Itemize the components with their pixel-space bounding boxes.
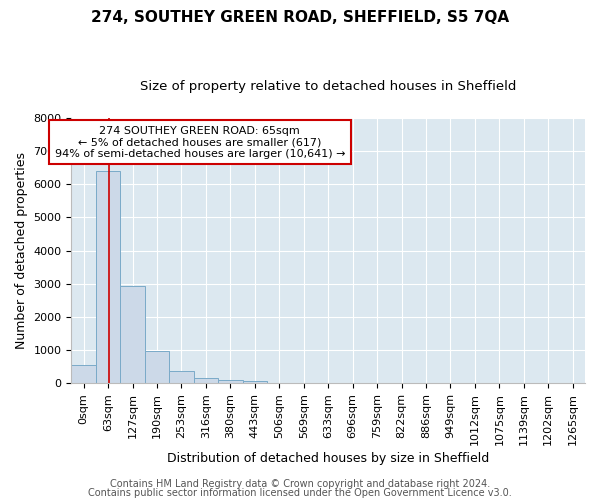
Bar [96, 171, 121, 384]
Bar [194, 378, 218, 384]
Text: 274, SOUTHEY GREEN ROAD, SHEFFIELD, S5 7QA: 274, SOUTHEY GREEN ROAD, SHEFFIELD, S5 7… [91, 10, 509, 25]
Text: Contains public sector information licensed under the Open Government Licence v3: Contains public sector information licen… [88, 488, 512, 498]
Bar [145, 351, 169, 384]
X-axis label: Distribution of detached houses by size in Sheffield: Distribution of detached houses by size … [167, 452, 490, 465]
Text: 274 SOUTHEY GREEN ROAD: 65sqm
← 5% of detached houses are smaller (617)
94% of s: 274 SOUTHEY GREEN ROAD: 65sqm ← 5% of de… [55, 126, 345, 159]
Y-axis label: Number of detached properties: Number of detached properties [15, 152, 28, 349]
Bar [71, 364, 96, 384]
Bar [218, 380, 242, 384]
Text: Contains HM Land Registry data © Crown copyright and database right 2024.: Contains HM Land Registry data © Crown c… [110, 479, 490, 489]
Title: Size of property relative to detached houses in Sheffield: Size of property relative to detached ho… [140, 80, 517, 93]
Bar [121, 286, 145, 384]
Bar [242, 382, 267, 384]
Bar [169, 370, 194, 384]
